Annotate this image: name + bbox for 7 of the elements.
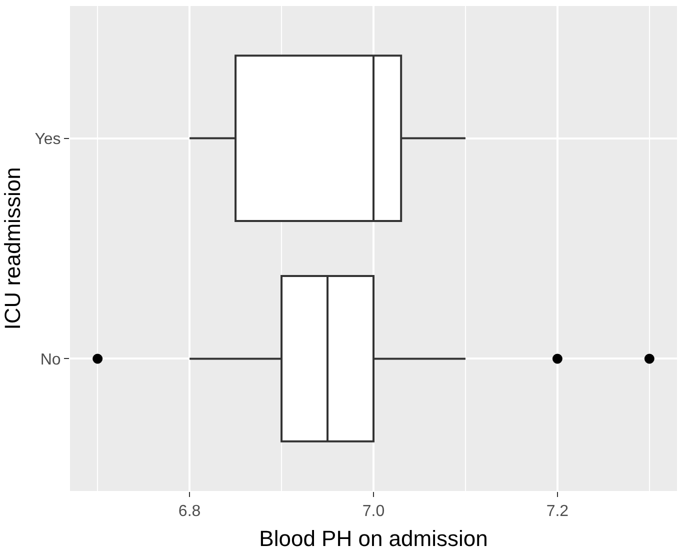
x-tick-label: 7.2 [546, 503, 569, 520]
x-axis-title: Blood PH on admission [259, 526, 488, 551]
y-tick-label: Yes [34, 130, 61, 148]
x-tick-label: 7.0 [362, 503, 385, 520]
y-tick-label: No [40, 351, 61, 368]
x-tick-label: 6.8 [178, 503, 201, 520]
y-axis-title: ICU readmission [0, 167, 25, 330]
